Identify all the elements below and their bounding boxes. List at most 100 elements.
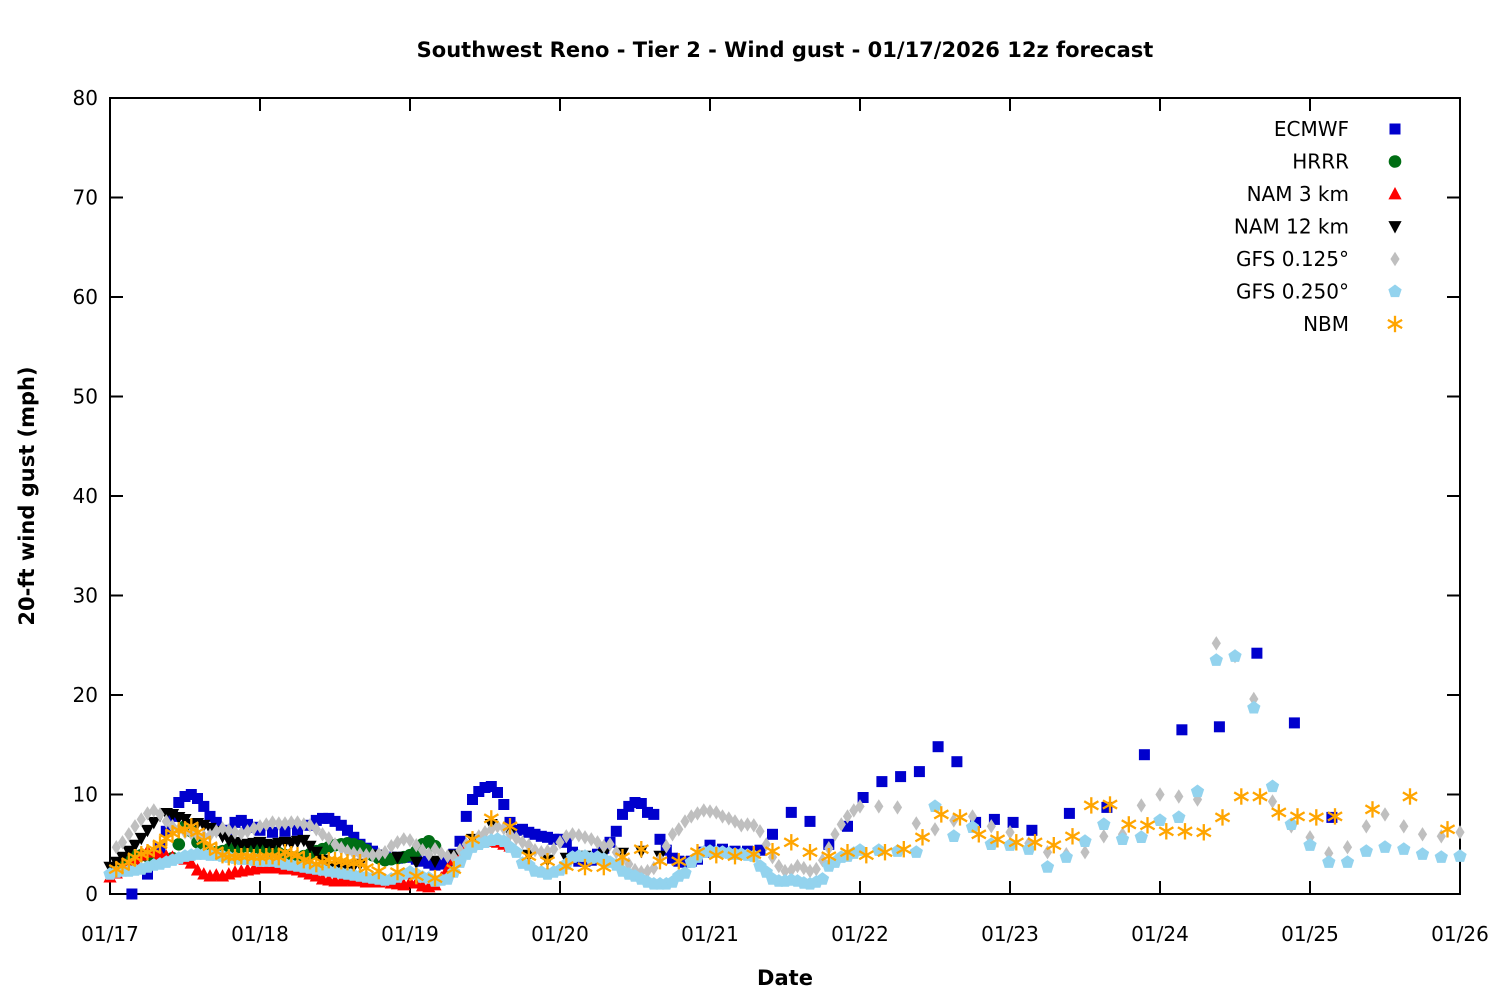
data-point <box>311 822 321 837</box>
data-point <box>1190 784 1205 798</box>
marker-shape <box>158 833 174 844</box>
data-point <box>1139 817 1156 834</box>
marker-shape <box>214 850 231 861</box>
marker-shape <box>1209 653 1223 666</box>
legend-marker-pentagon-icon <box>1388 284 1402 298</box>
marker-shape <box>289 850 306 861</box>
marker-shape <box>1378 840 1392 853</box>
marker-shape <box>235 814 247 826</box>
data-point <box>286 815 296 830</box>
marker-shape <box>483 813 499 824</box>
marker-shape <box>932 741 944 753</box>
marker-shape <box>1153 813 1167 827</box>
marker-shape <box>1389 123 1401 135</box>
data-point <box>1359 844 1373 857</box>
data-point <box>136 812 146 827</box>
data-point <box>1022 842 1036 855</box>
marker-shape <box>184 856 198 869</box>
y-tick-label: 50 <box>73 385 98 409</box>
data-point <box>1434 850 1448 863</box>
data-point <box>1213 721 1225 733</box>
data-point <box>408 867 424 885</box>
data-point <box>1361 819 1371 834</box>
data-point <box>689 844 706 861</box>
data-point <box>1303 838 1317 851</box>
data-point <box>1228 649 1242 662</box>
data-point <box>933 806 949 823</box>
marker-shape <box>746 849 762 860</box>
data-point <box>161 814 171 829</box>
data-point <box>805 863 815 879</box>
data-point <box>485 781 497 792</box>
marker-shape <box>780 863 790 879</box>
data-point <box>374 847 384 862</box>
legend-marker-triangle-down-icon <box>1388 221 1402 234</box>
x-tick-label: 01/17 <box>81 922 139 946</box>
data-point <box>539 853 556 870</box>
data-point <box>1265 779 1280 793</box>
marker-shape <box>327 855 343 866</box>
marker-shape <box>988 813 1000 825</box>
marker-shape <box>192 793 203 804</box>
marker-shape <box>548 833 560 845</box>
marker-shape <box>1174 789 1184 804</box>
data-point <box>324 831 334 846</box>
data-point <box>671 853 687 870</box>
data-point <box>679 856 691 868</box>
data-point <box>390 851 405 865</box>
data-point <box>323 812 335 824</box>
data-point <box>279 825 291 837</box>
marker-shape <box>367 848 378 863</box>
data-point <box>857 792 869 803</box>
data-point <box>839 844 856 861</box>
data-point <box>577 858 593 876</box>
marker-shape <box>1340 855 1355 868</box>
marker-shape <box>198 800 210 812</box>
marker-shape <box>1172 810 1186 824</box>
legend-item-gfs-0-125-: GFS 0.125° <box>1236 247 1400 271</box>
data-point <box>811 861 821 877</box>
marker-shape <box>342 844 353 859</box>
marker-shape <box>152 839 168 850</box>
marker-shape <box>947 829 961 842</box>
y-tick-label: 0 <box>85 882 98 906</box>
data-point <box>190 863 205 876</box>
data-point <box>121 854 137 871</box>
data-point <box>1102 796 1118 813</box>
marker-shape <box>1380 807 1390 822</box>
marker-shape <box>727 851 743 862</box>
data-point <box>1097 817 1111 831</box>
marker-shape <box>680 814 690 829</box>
marker-shape <box>965 820 980 833</box>
marker-shape <box>296 855 312 866</box>
marker-shape <box>1136 798 1146 813</box>
data-point <box>134 832 148 846</box>
marker-shape <box>389 867 406 878</box>
marker-shape <box>1027 837 1043 848</box>
x-tick-label: 01/19 <box>381 922 439 946</box>
data-point <box>1378 840 1392 853</box>
legend-marker-square-icon <box>1389 123 1401 135</box>
marker-shape <box>933 809 949 820</box>
data-point <box>178 814 192 827</box>
marker-shape <box>111 840 121 855</box>
marker-shape <box>1455 825 1465 840</box>
marker-shape <box>128 839 142 853</box>
data-point <box>914 829 931 846</box>
marker-shape <box>839 847 856 858</box>
data-point <box>1099 829 1109 844</box>
marker-shape <box>517 823 528 835</box>
data-point <box>1288 717 1300 729</box>
data-point <box>1209 653 1223 666</box>
data-point <box>392 835 403 850</box>
marker-shape <box>842 809 853 824</box>
marker-shape <box>1439 824 1456 835</box>
data-point <box>654 833 666 845</box>
marker-shape <box>399 832 409 847</box>
legend-label: NBM <box>1303 312 1349 336</box>
marker-shape <box>229 816 241 828</box>
x-tick-label: 01/21 <box>681 922 739 946</box>
marker-shape <box>1063 807 1075 819</box>
marker-shape <box>339 857 356 868</box>
marker-shape <box>305 818 315 833</box>
